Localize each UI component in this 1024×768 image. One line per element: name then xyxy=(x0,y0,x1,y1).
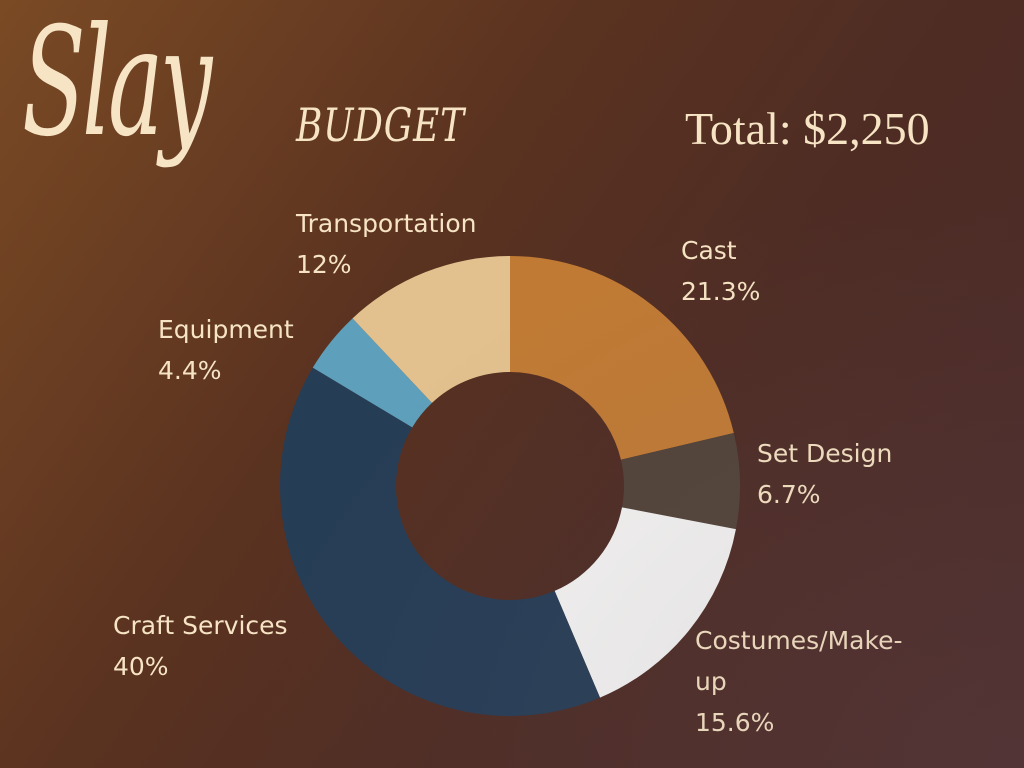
label-costumes: Costumes/Make-up 15.6% xyxy=(695,620,955,743)
label-set-design: Set Design 6.7% xyxy=(757,433,892,515)
label-transportation-value: 12% xyxy=(296,250,352,279)
label-cast-name: Cast xyxy=(681,236,737,265)
label-set-design-value: 6.7% xyxy=(757,480,821,509)
slice-cast xyxy=(510,256,734,460)
label-craft-services-value: 40% xyxy=(113,652,169,681)
script-title: Slay xyxy=(22,0,212,170)
label-equipment: Equipment 4.4% xyxy=(158,309,294,391)
label-set-design-name: Set Design xyxy=(757,439,893,468)
label-transportation-name: Transportation xyxy=(296,209,477,238)
slice-costumes-make-up xyxy=(554,507,736,698)
label-cast-value: 21.3% xyxy=(681,277,761,306)
budget-subtitle: BUDGET xyxy=(296,98,465,152)
total-amount: Total: $2,250 xyxy=(685,103,930,154)
slice-transportation xyxy=(352,256,510,403)
label-craft-services-name: Craft Services xyxy=(113,611,288,640)
label-equipment-value: 4.4% xyxy=(158,356,222,385)
slice-set-design xyxy=(620,433,740,530)
slice-craft-services xyxy=(280,367,601,716)
label-costumes-value: 15.6% xyxy=(695,708,775,737)
label-craft-services: Craft Services 40% xyxy=(113,605,288,687)
label-equipment-name: Equipment xyxy=(158,315,294,344)
slice-equipment xyxy=(312,318,432,428)
label-costumes-name: Costumes/Make-up xyxy=(695,626,903,696)
label-cast: Cast 21.3% xyxy=(681,230,760,312)
label-transportation: Transportation 12% xyxy=(296,203,477,285)
